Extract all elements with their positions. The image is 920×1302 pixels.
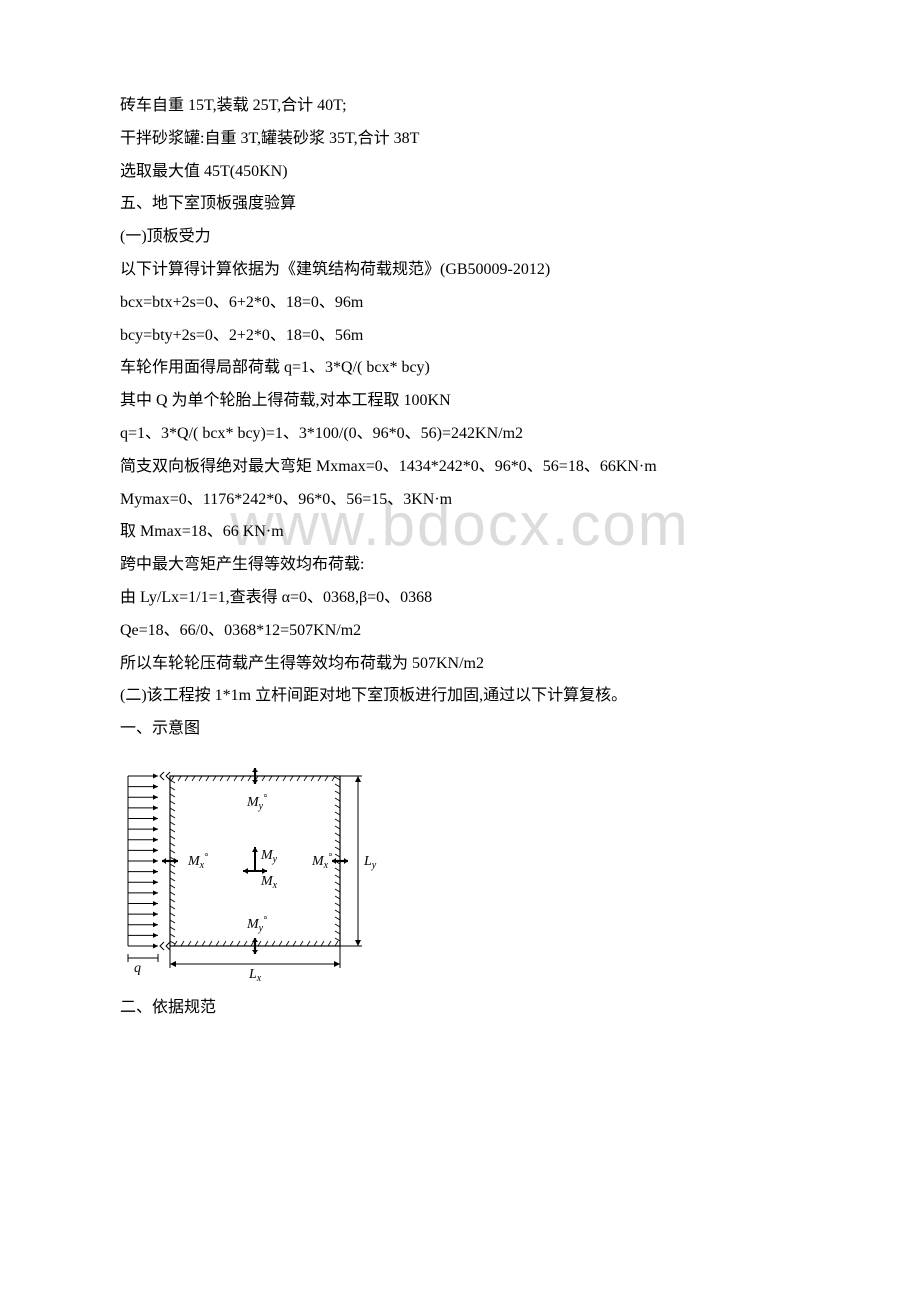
text-line: 车轮作用面得局部荷载 q=1、3*Q/( bcx* bcy) (120, 352, 800, 385)
svg-text:My°: My° (246, 793, 267, 812)
text-line: (一)顶板受力 (120, 221, 800, 254)
text-line: 简支双向板得绝对最大弯矩 Mxmax=0、1434*242*0、96*0、56=… (120, 451, 800, 484)
text-line: 所以车轮轮压荷载产生得等效均布荷载为 507KN/m2 (120, 648, 800, 681)
text-line: 二、依据规范 (120, 992, 800, 1025)
text-line: 跨中最大弯矩产生得等效均布荷载: (120, 549, 800, 582)
text-line: 取 Mmax=18、66 KN·m (120, 516, 800, 549)
text-line: bcy=bty+2s=0、2+2*0、18=0、56m (120, 320, 800, 353)
svg-text:My°: My° (246, 915, 267, 934)
text-line: 砖车自重 15T,装载 25T,合计 40T; (120, 90, 800, 123)
text-line: 干拌砂浆罐:自重 3T,罐装砂浆 35T,合计 38T (120, 123, 800, 156)
text-line: q=1、3*Q/( bcx* bcy)=1、3*100/(0、96*0、56)=… (120, 418, 800, 451)
svg-text:Lx: Lx (248, 967, 262, 984)
document-content: 砖车自重 15T,装载 25T,合计 40T; 干拌砂浆罐:自重 3T,罐装砂浆… (120, 90, 800, 1025)
text-line: 一、示意图 (120, 713, 800, 746)
text-line: 选取最大值 45T(450KN) (120, 156, 800, 189)
text-line: 五、地下室顶板强度验算 (120, 188, 800, 221)
moment-diagram: My° Mx° My Mx Mx° My° Ly Lx q (120, 754, 800, 984)
text-line: 由 Ly/Lx=1/1=1,查表得 α=0、0368,β=0、0368 (120, 582, 800, 615)
svg-text:Mx: Mx (260, 874, 278, 891)
text-line: Mymax=0、1176*242*0、96*0、56=15、3KN·m (120, 484, 800, 517)
text-line: 其中 Q 为单个轮胎上得荷载,对本工程取 100KN (120, 385, 800, 418)
svg-text:q: q (134, 961, 141, 976)
text-line: 以下计算得计算依据为《建筑结构荷载规范》(GB50009-2012) (120, 254, 800, 287)
text-line: Qe=18、66/0、0368*12=507KN/m2 (120, 615, 800, 648)
svg-text:Ly: Ly (363, 854, 377, 871)
svg-text:Mx°: Mx° (187, 852, 208, 871)
svg-text:My: My (260, 848, 278, 865)
text-line: (二)该工程按 1*1m 立杆间距对地下室顶板进行加固,通过以下计算复核。 (120, 680, 800, 713)
svg-text:Mx°: Mx° (311, 852, 332, 871)
text-line: bcx=btx+2s=0、6+2*0、18=0、96m (120, 287, 800, 320)
